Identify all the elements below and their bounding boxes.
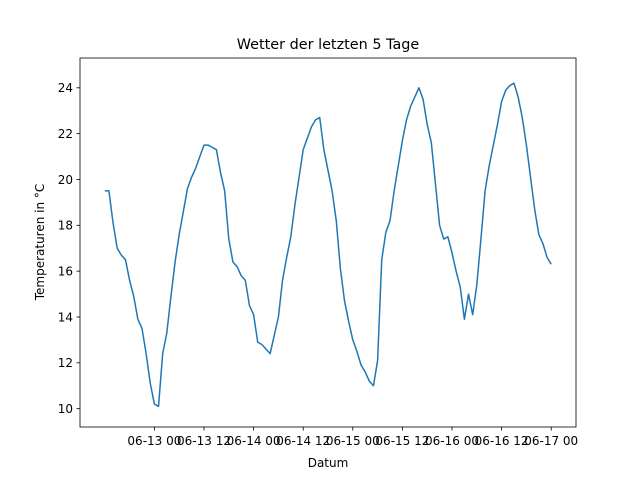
plot-frame [79, 57, 577, 428]
temperature-line [104, 82, 552, 408]
x-tick-label: 06-14 00 [227, 434, 281, 448]
x-tick-label: 06-17 00 [524, 434, 578, 448]
chart-title: Wetter der letzten 5 Tage [237, 37, 420, 53]
y-axis-label: Temperaturen in °C [33, 184, 47, 302]
x-tick-label: 06-16 00 [425, 434, 479, 448]
plot-lines [104, 82, 552, 408]
y-tick-label: 16 [58, 264, 73, 278]
y-tick-label: 14 [58, 310, 73, 324]
x-tick-label: 06-16 12 [475, 434, 529, 448]
x-axis-label: Datum [308, 456, 349, 470]
x-tick-label: 06-15 00 [326, 434, 380, 448]
y-tick-label: 18 [58, 219, 73, 233]
y-tick-label: 20 [58, 173, 73, 187]
x-tick-label: 06-13 00 [127, 434, 181, 448]
x-tick-label: 06-13 12 [177, 434, 231, 448]
y-axis-ticks: 10 12 14 16 18 20 22 24 [58, 81, 80, 416]
y-tick-label: 22 [58, 127, 73, 141]
y-tick-label: 12 [58, 356, 73, 370]
y-tick-label: 24 [58, 81, 73, 95]
y-tick-label: 10 [58, 402, 73, 416]
x-tick-label: 06-14 12 [276, 434, 330, 448]
x-tick-label: 06-15 12 [375, 434, 429, 448]
